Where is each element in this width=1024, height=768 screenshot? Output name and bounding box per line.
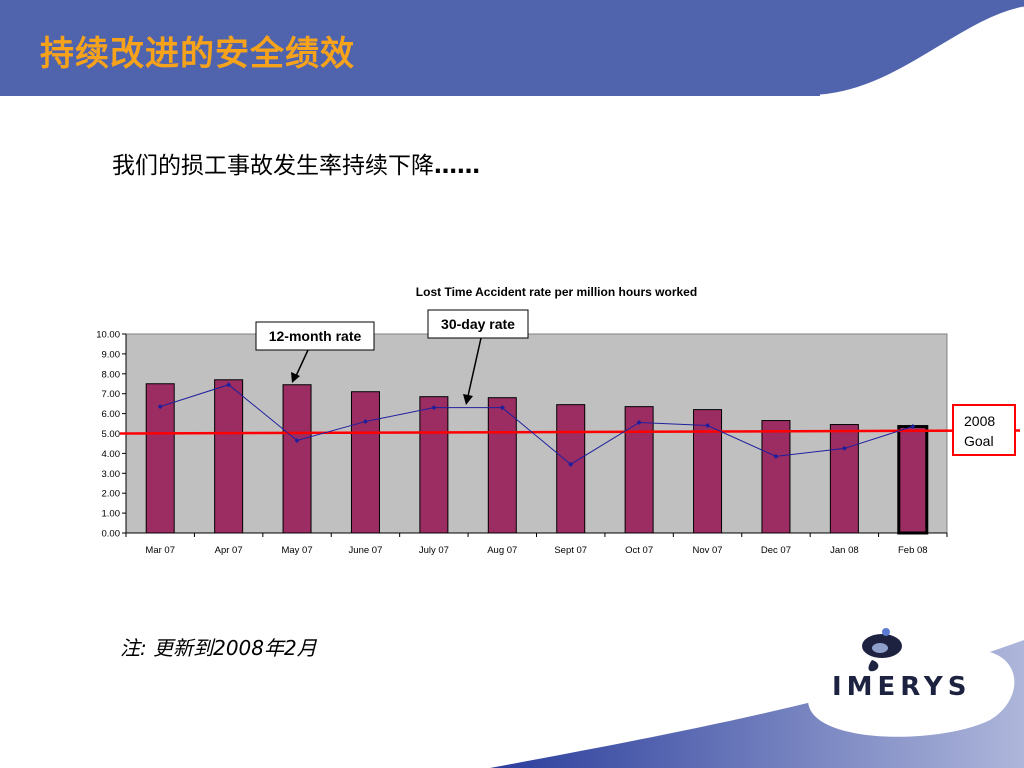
x-tick-label: May 07 — [281, 545, 312, 556]
point-30-day-rate — [499, 405, 505, 411]
imerys-logo-text: IMERYS — [832, 672, 972, 702]
point-30-day-rate — [910, 424, 916, 430]
point-30-day-rate — [157, 404, 163, 410]
x-tick-label: Mar 07 — [145, 545, 175, 556]
bar-12-month-rate — [282, 384, 312, 534]
y-tick-label: 4.00 — [102, 449, 121, 460]
callout-arrow-12-month — [295, 349, 309, 377]
bar-12-month-rate — [897, 425, 929, 535]
x-tick-label: Apr 07 — [215, 545, 243, 556]
goal-label-year: 2008 — [964, 413, 995, 429]
y-tick-label: 10.00 — [96, 330, 120, 341]
x-tick-label: Feb 08 — [898, 545, 928, 556]
y-tick-label: 9.00 — [102, 349, 121, 360]
y-tick-label: 5.00 — [102, 429, 121, 440]
chart-title: Lost Time Accident rate per million hour… — [416, 285, 697, 299]
x-tick-label: Sept 07 — [554, 545, 587, 556]
goal-label-box — [952, 404, 1016, 456]
header-swoosh — [819, 6, 1024, 98]
bar-12-month-rate — [829, 424, 859, 534]
bar-12-month-rate — [693, 409, 723, 534]
callout-label-12-month: 12-month rate — [269, 328, 362, 344]
x-tick-label: Jan 08 — [830, 545, 859, 556]
bar-12-month-rate — [624, 406, 654, 534]
y-tick-label: 0.00 — [102, 529, 121, 540]
goal-line — [119, 429, 1021, 435]
y-tick-label: 3.00 — [102, 469, 121, 480]
point-30-day-rate — [226, 382, 232, 388]
x-tick-label: Dec 07 — [761, 545, 791, 556]
line-30-day-rate — [160, 384, 913, 465]
callout-arrow-30-day — [467, 337, 482, 397]
header-band — [0, 0, 1024, 96]
point-30-day-rate — [773, 453, 779, 459]
callout-box-12-month — [255, 321, 375, 351]
point-30-day-rate — [636, 420, 642, 426]
y-tick-label: 2.00 — [102, 489, 121, 500]
bar-12-month-rate — [556, 404, 586, 534]
point-30-day-rate — [841, 445, 847, 451]
y-tick-label: 8.00 — [102, 369, 121, 380]
bar-12-month-rate — [761, 420, 791, 534]
y-tick-label: 1.00 — [102, 509, 121, 520]
logo-oval — [808, 647, 1015, 737]
bar-12-month-rate — [487, 397, 517, 534]
callout-box-30-day — [427, 309, 529, 339]
slide-title: 持续改进的安全绩效 — [40, 34, 355, 74]
point-30-day-rate — [431, 405, 437, 411]
x-tick-label: Nov 07 — [692, 545, 722, 556]
point-30-day-rate — [705, 423, 711, 429]
callout-arrowhead-30-day — [463, 394, 473, 405]
y-tick-label: 7.00 — [102, 389, 121, 400]
goal-label-text: Goal — [964, 433, 994, 449]
slide-subtitle: 我们的损工事故发生率持续下降…… — [112, 146, 480, 180]
callout-arrowhead-12-month — [291, 372, 300, 383]
bar-12-month-rate — [419, 396, 449, 534]
subtitle-text: 我们的损工事故发生率持续下降 — [112, 153, 434, 179]
point-30-day-rate — [294, 437, 300, 443]
x-tick-label: Aug 07 — [487, 545, 517, 556]
update-note: 注: 更新到2008年2月 — [120, 636, 317, 660]
x-tick-label: July 07 — [419, 545, 449, 556]
x-tick-label: Oct 07 — [625, 545, 653, 556]
subtitle-ellipsis: …… — [434, 153, 480, 179]
y-tick-label: 6.00 — [102, 409, 121, 420]
callout-label-30-day: 30-day rate — [441, 316, 515, 332]
bar-12-month-rate — [350, 391, 380, 534]
point-30-day-rate — [362, 419, 368, 425]
point-30-day-rate — [568, 461, 574, 467]
x-tick-label: June 07 — [349, 545, 383, 556]
bar-12-month-rate — [214, 379, 244, 534]
imerys-logo-mark — [862, 628, 902, 672]
